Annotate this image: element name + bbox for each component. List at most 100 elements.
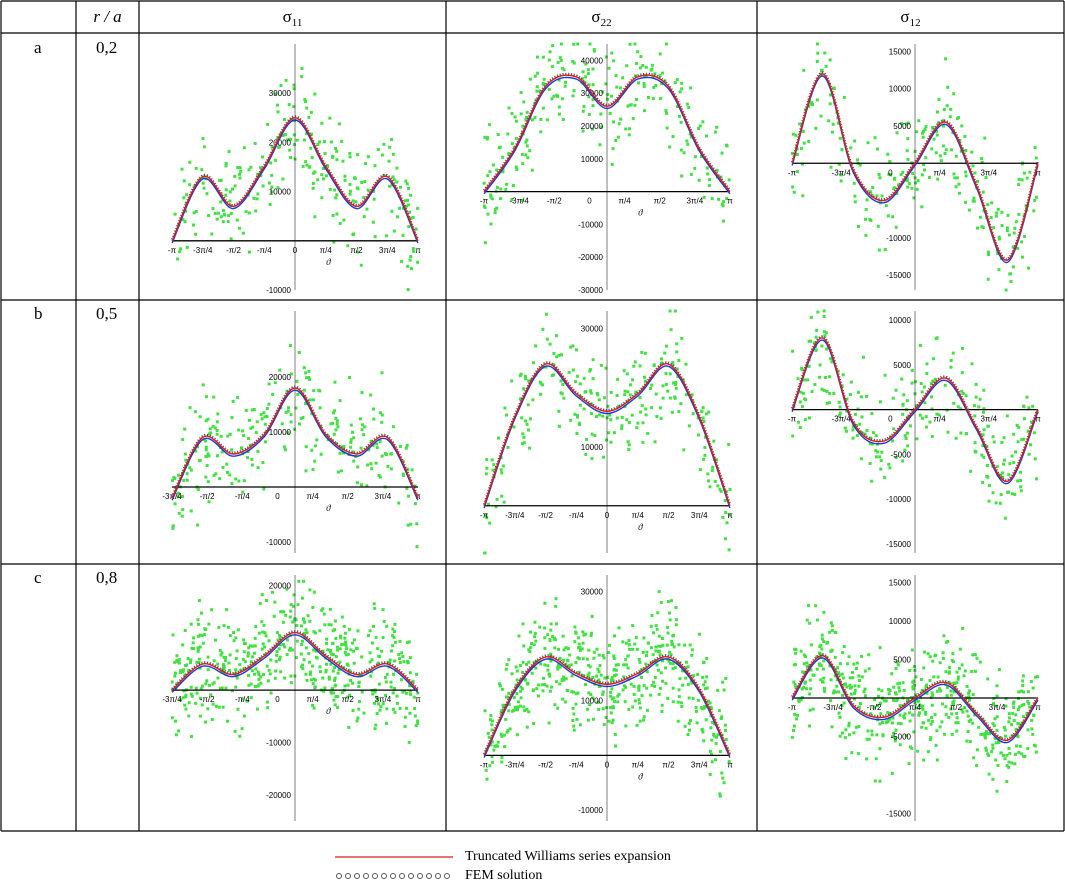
noise-point bbox=[801, 670, 805, 674]
noise-point bbox=[526, 682, 530, 686]
noise-point bbox=[727, 178, 731, 182]
noise-point bbox=[855, 158, 859, 162]
noise-point bbox=[917, 119, 921, 123]
noise-point bbox=[548, 689, 552, 693]
noise-point bbox=[890, 721, 894, 725]
noise-point bbox=[343, 636, 347, 640]
x-tick-label: π bbox=[415, 695, 421, 704]
noise-point bbox=[800, 687, 804, 691]
noise-point bbox=[219, 178, 223, 182]
noise-point bbox=[582, 407, 586, 411]
noise-point bbox=[709, 707, 713, 711]
noise-point bbox=[1032, 431, 1036, 435]
noise-point bbox=[343, 640, 347, 644]
noise-point bbox=[404, 691, 408, 695]
noise-point bbox=[506, 729, 510, 733]
noise-point bbox=[822, 388, 826, 392]
noise-point bbox=[707, 184, 711, 188]
noise-point bbox=[173, 476, 177, 480]
noise-point bbox=[938, 154, 942, 158]
noise-point bbox=[207, 454, 211, 458]
noise-point bbox=[289, 413, 293, 417]
noise-point bbox=[994, 741, 998, 745]
noise-point bbox=[922, 666, 926, 670]
noise-point bbox=[530, 118, 534, 122]
noise-point bbox=[689, 719, 693, 723]
noise-point bbox=[905, 399, 909, 403]
noise-point bbox=[860, 415, 864, 419]
noise-point bbox=[505, 182, 509, 186]
noise-point bbox=[906, 121, 910, 125]
noise-point bbox=[335, 158, 339, 162]
noise-point bbox=[384, 452, 388, 456]
noise-point bbox=[903, 448, 907, 452]
y-tick-label: -30000 bbox=[578, 286, 603, 295]
noise-point bbox=[270, 590, 274, 594]
noise-point bbox=[641, 651, 645, 655]
x-tick-label: -π/2 bbox=[547, 197, 562, 206]
noise-point bbox=[540, 683, 544, 687]
noise-point bbox=[299, 665, 303, 669]
noise-point bbox=[254, 625, 258, 629]
noise-point bbox=[1011, 265, 1015, 269]
noise-point bbox=[345, 662, 349, 666]
noise-point bbox=[659, 97, 663, 101]
noise-point bbox=[952, 401, 956, 405]
noise-point bbox=[359, 263, 363, 267]
noise-point bbox=[303, 631, 307, 635]
noise-point bbox=[278, 658, 282, 662]
noise-point bbox=[871, 185, 875, 189]
noise-point bbox=[407, 187, 411, 191]
noise-point bbox=[720, 715, 724, 719]
noise-point bbox=[482, 204, 486, 208]
noise-point bbox=[842, 701, 846, 705]
noise-point bbox=[671, 667, 675, 671]
noise-point bbox=[653, 684, 657, 688]
series-williams bbox=[171, 631, 419, 691]
noise-point bbox=[883, 475, 887, 479]
noise-point bbox=[227, 213, 231, 217]
noise-point bbox=[686, 142, 690, 146]
noise-point bbox=[398, 185, 402, 189]
noise-point bbox=[901, 459, 905, 463]
chart-c-sigma11: -20000 -10000 20000 -3π/4 -π/2 -π/4 0 π/4 π/2 3π/… bbox=[160, 567, 430, 829]
noise-point bbox=[181, 643, 185, 647]
noise-point bbox=[243, 660, 247, 664]
noise-point bbox=[1014, 450, 1018, 454]
noise-point bbox=[233, 729, 237, 733]
noise-point bbox=[289, 156, 293, 160]
noise-point bbox=[910, 186, 914, 190]
noise-point bbox=[585, 657, 589, 661]
noise-point bbox=[206, 480, 210, 484]
noise-point bbox=[667, 659, 671, 663]
noise-point bbox=[694, 705, 698, 709]
noise-point bbox=[410, 267, 414, 271]
noise-point bbox=[941, 656, 945, 660]
noise-point bbox=[1008, 272, 1012, 276]
noise-point bbox=[657, 649, 661, 653]
y-tick-label: 10000 bbox=[269, 188, 292, 197]
noise-point bbox=[641, 421, 645, 425]
noise-point bbox=[996, 251, 1000, 255]
noise-point bbox=[855, 661, 859, 665]
noise-point bbox=[655, 627, 659, 631]
noise-point bbox=[194, 686, 198, 690]
noise-point bbox=[324, 670, 328, 674]
noise-points bbox=[483, 590, 731, 798]
noise-point bbox=[226, 220, 230, 224]
noise-point bbox=[363, 425, 367, 429]
noise-point bbox=[185, 472, 189, 476]
noise-point bbox=[608, 413, 612, 417]
noise-point bbox=[253, 672, 257, 676]
noise-point bbox=[503, 703, 507, 707]
noise-point bbox=[304, 672, 308, 676]
noise-point bbox=[669, 599, 673, 603]
noise-point bbox=[351, 681, 355, 685]
noise-point bbox=[942, 108, 946, 112]
noise-point bbox=[176, 660, 180, 664]
noise-point bbox=[511, 184, 515, 188]
noise-point bbox=[970, 150, 974, 154]
noise-point bbox=[374, 635, 378, 639]
noise-point bbox=[177, 729, 181, 733]
